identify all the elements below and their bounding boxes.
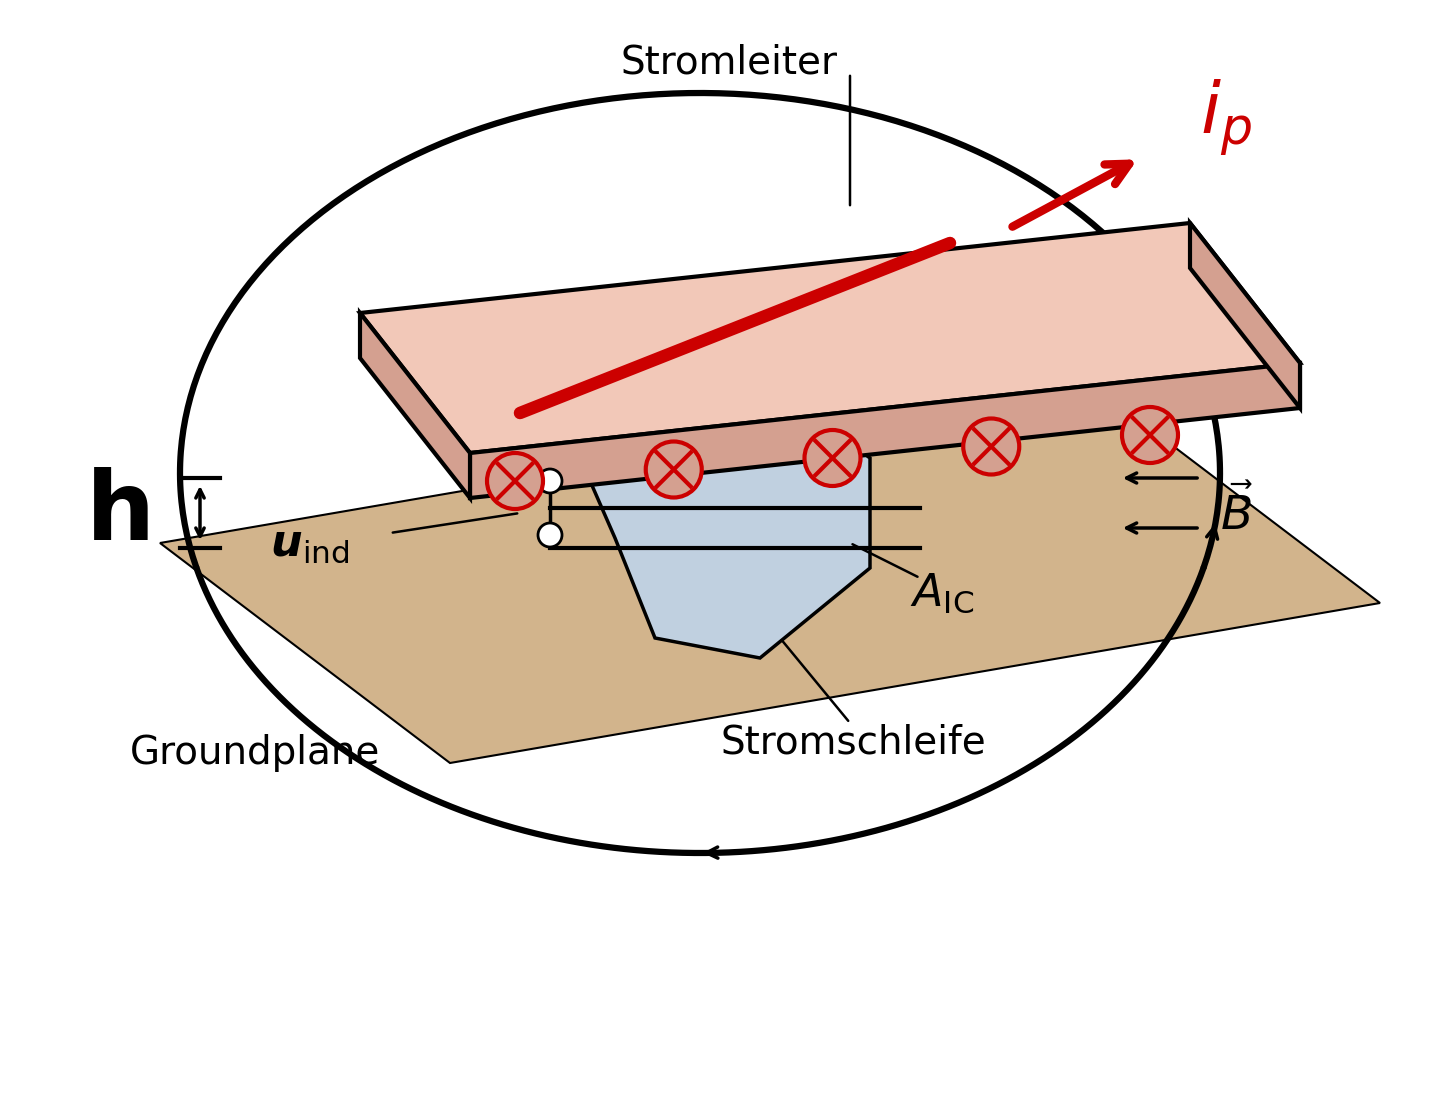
- Text: $\vec{B}$: $\vec{B}$: [1220, 486, 1253, 540]
- Polygon shape: [360, 313, 470, 498]
- Circle shape: [805, 430, 861, 486]
- Circle shape: [488, 453, 543, 509]
- Polygon shape: [580, 408, 870, 658]
- Text: h: h: [85, 467, 155, 560]
- Text: $\boldsymbol{u}_\mathsf{ind}$: $\boldsymbol{u}_\mathsf{ind}$: [271, 521, 350, 564]
- Circle shape: [538, 522, 561, 546]
- Polygon shape: [360, 223, 1299, 453]
- Polygon shape: [1189, 223, 1299, 408]
- Circle shape: [645, 442, 702, 497]
- Polygon shape: [161, 383, 1380, 763]
- Circle shape: [964, 419, 1019, 474]
- Circle shape: [1121, 407, 1178, 463]
- Circle shape: [538, 469, 561, 493]
- Text: Groundplane: Groundplane: [130, 734, 381, 772]
- Text: Stromschleife: Stromschleife: [721, 724, 985, 762]
- Text: Stromleiter: Stromleiter: [619, 44, 836, 82]
- Text: $A_\mathsf{IC}$: $A_\mathsf{IC}$: [910, 572, 974, 614]
- Polygon shape: [470, 363, 1299, 498]
- Text: $\mathit{i}_p$: $\mathit{i}_p$: [1200, 78, 1252, 158]
